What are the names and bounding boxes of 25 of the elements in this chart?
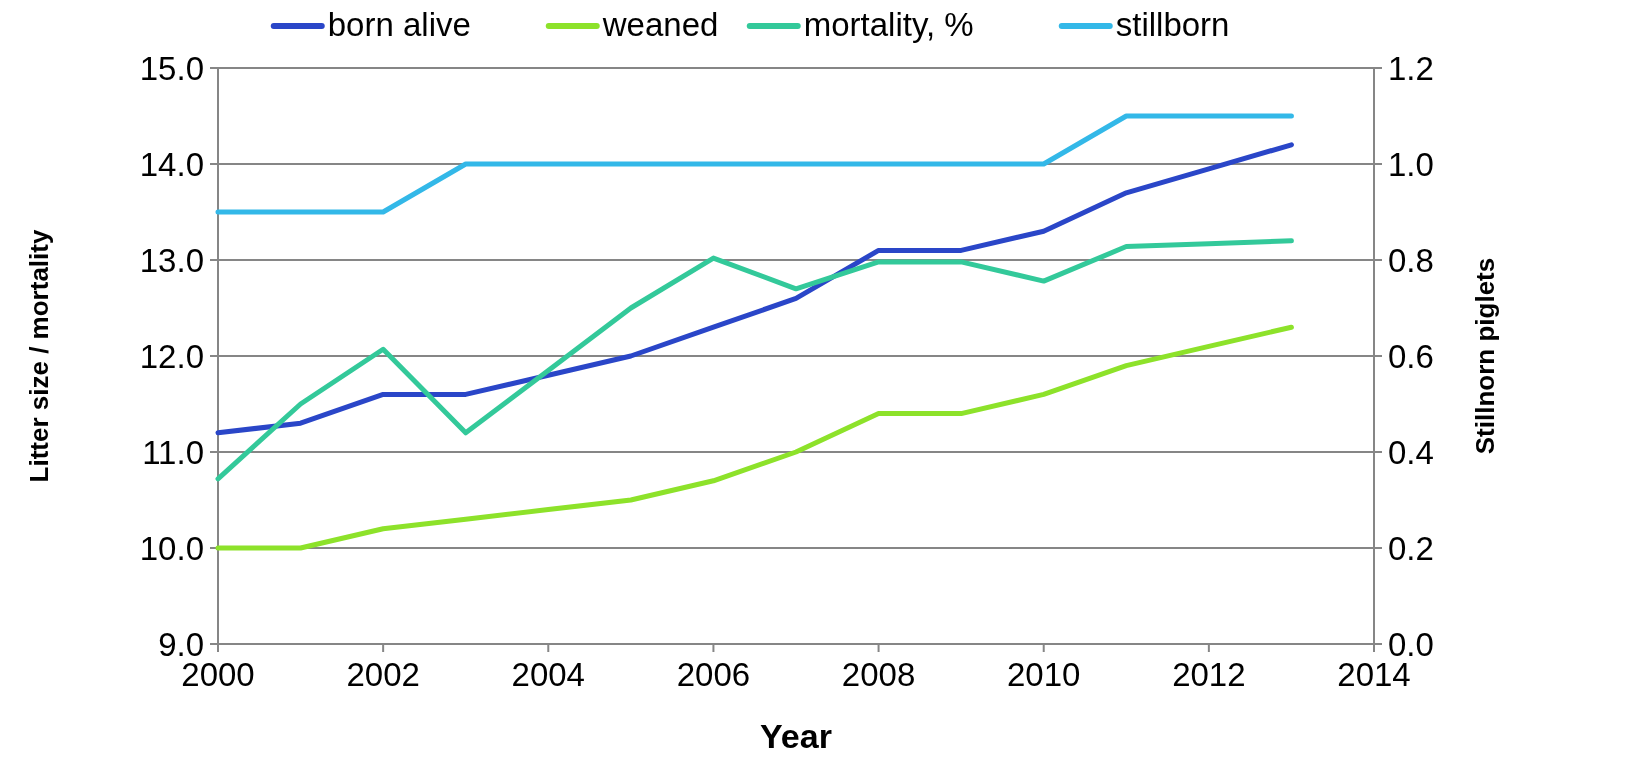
y-tick-label: 14.0	[139, 145, 204, 183]
y-tick-label: 13.0	[139, 241, 204, 279]
x-tick-label: 2006	[676, 656, 751, 693]
legend-label: stillborn	[1115, 6, 1230, 43]
y-axis-title: Litter size / mortality	[24, 229, 54, 483]
x-tick-label: 2004	[511, 656, 585, 693]
y2-axis-title: Stillnorn piglets	[1470, 257, 1500, 455]
y-tick-label: 12.0	[139, 337, 204, 375]
x-tick-label: 2002	[346, 656, 420, 693]
legend-label: weaned	[601, 6, 719, 43]
y-tick-label: 11.0	[142, 433, 204, 471]
x-tick-label: 2008	[841, 656, 916, 693]
x-tick-label: 2010	[1007, 656, 1081, 693]
y2-tick-label: 0.8	[1388, 241, 1434, 279]
y2-tick-label: 1.0	[1388, 145, 1434, 183]
y2-tick-label: 0.2	[1388, 529, 1434, 567]
y2-tick-label: 0.6	[1388, 337, 1434, 375]
legend-label: mortality, %	[803, 6, 974, 43]
x-tick-label: 2012	[1172, 656, 1246, 693]
x-axis-title: Year	[760, 717, 832, 755]
y-tick-label: 15.0	[139, 49, 204, 87]
legend-label: born alive	[327, 6, 471, 43]
y-tick-label: 10.0	[139, 529, 204, 567]
y2-tick-label: 0.4	[1388, 433, 1434, 471]
y2-tick-label: 1.2	[1388, 49, 1434, 87]
